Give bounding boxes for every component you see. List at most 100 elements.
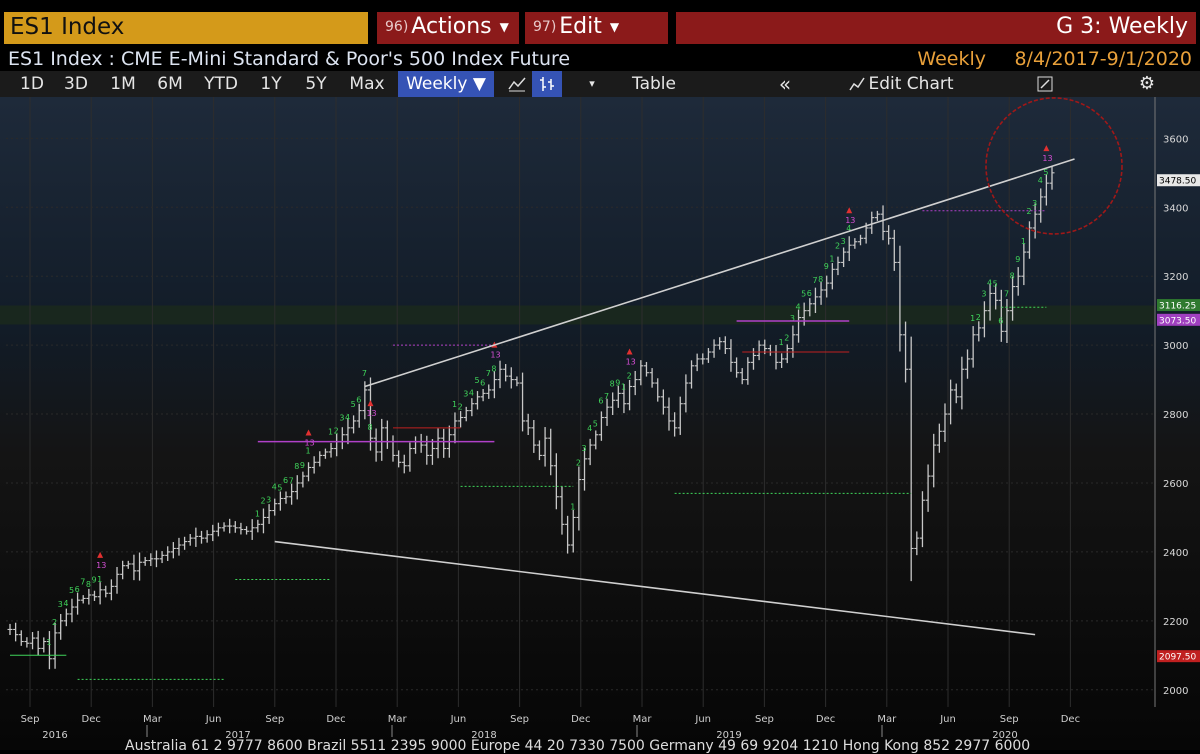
td-setup-count: 2 <box>1026 207 1031 216</box>
red-level-label: 2097.50 <box>1159 653 1196 663</box>
range-1d-button[interactable]: 1D <box>20 74 44 94</box>
td-setup-count: 3 <box>463 390 468 399</box>
sell-arrow-icon <box>846 207 853 214</box>
y-tick-label: 2000 <box>1163 686 1188 697</box>
td-setup-count: 1 <box>306 446 311 455</box>
td-setup-count: 4 <box>63 599 68 608</box>
td-setup-count: 9 <box>300 461 305 470</box>
date-range[interactable]: 8/4/2017-9/1/2020 <box>1014 48 1192 70</box>
td-setup-count: 6 <box>75 585 80 594</box>
security-header: ES1 Index : CME E-Mini Standard & Poor's… <box>0 46 1200 70</box>
chart-background <box>0 97 1200 750</box>
sell-arrow-icon <box>1043 145 1050 152</box>
td-setup-count: 7 <box>362 369 367 378</box>
range-ytd-button[interactable]: YTD <box>204 74 238 94</box>
td-countdown-count: 13 <box>490 351 500 360</box>
td-countdown-count: 13 <box>845 216 855 225</box>
range-6m-button[interactable]: 6M <box>157 74 183 94</box>
x-tick-label: Dec <box>571 714 590 725</box>
td-setup-count: 1 <box>46 638 51 647</box>
chart-type-chevron-down-icon[interactable]: ▾ <box>589 77 595 90</box>
sell-arrow-icon <box>626 348 633 355</box>
x-tick-label: Sep <box>755 714 774 725</box>
title-bar: ES1 Index 96) Actions ▼ 97) Edit ▼ G 3: Week… <box>0 0 1200 44</box>
edit-chart-button[interactable]: Edit Chart <box>868 74 954 94</box>
actions-menu-button[interactable]: 96) Actions ▼ <box>377 12 519 44</box>
footer-contact-ticker: Australia 61 2 9777 8600 Brazil 5511 239… <box>125 738 1031 754</box>
x-tick-label: Jun <box>694 714 711 725</box>
td-setup-count: 5 <box>993 279 998 288</box>
range-max-button[interactable]: Max <box>349 74 385 94</box>
td-setup-count: 4 <box>846 224 851 233</box>
edit-chart-icon <box>842 71 872 97</box>
td-setup-count: 4 <box>469 389 474 398</box>
line-chart-icon[interactable] <box>502 71 532 97</box>
y-tick-label: 3000 <box>1163 341 1188 352</box>
highlight-circle <box>985 97 1123 235</box>
frequency-dropdown[interactable]: Weekly ▼ <box>398 71 494 97</box>
sell-arrow-icon <box>367 400 374 407</box>
range-3d-button[interactable]: 3D <box>64 74 88 94</box>
range-5y-button[interactable]: 5Y <box>305 74 327 94</box>
range-1y-button[interactable]: 1Y <box>260 74 282 94</box>
td-setup-count: 2 <box>627 371 632 380</box>
security-title: ES1 Index : CME E-Mini Standard & Poor's… <box>8 48 571 70</box>
td-setup-count: 6 <box>283 476 288 485</box>
y-tick-label: 2400 <box>1163 548 1188 559</box>
period-label: Weekly <box>917 48 986 70</box>
function-title: G 3: Weekly <box>676 12 1196 44</box>
edit-menu-button[interactable]: 97) Edit ▼ <box>525 12 668 44</box>
td-setup-count: 2 <box>260 496 265 505</box>
td-setup-count: 9 <box>615 378 620 387</box>
x-year-label: 2020 <box>992 730 1017 741</box>
td-setup-count: 5 <box>277 483 282 492</box>
upper-trendline <box>364 158 1075 388</box>
table-button[interactable]: Table <box>632 74 676 94</box>
x-tick-label: Dec <box>82 714 101 725</box>
chevron-down-icon: ▼ <box>609 20 620 34</box>
x-tick-label: Sep <box>510 714 529 725</box>
sell-arrow-icon <box>305 429 312 436</box>
gear-icon[interactable]: ⚙ <box>1138 73 1156 94</box>
edit-shortcut: 97) <box>533 19 557 35</box>
td-setup-count: 8 <box>86 580 91 589</box>
x-tick-label: Mar <box>633 714 653 725</box>
x-tick-label: Sep <box>21 714 40 725</box>
price-chart[interactable]: Sep Dec Mar Jun Sep Dec Mar Jun Sep Dec Mar Jun Sep D… <box>0 97 1200 750</box>
y-tick-label: 3200 <box>1163 272 1188 283</box>
td-countdown-count: 13 <box>366 409 376 418</box>
x-tick-label: Dec <box>1061 714 1080 725</box>
td-countdown-count: 13 <box>1042 154 1052 163</box>
td-setup-count: 2 <box>976 313 981 322</box>
ticker-label: ES1 Index <box>10 14 125 40</box>
range-1m-button[interactable]: 1M <box>110 74 136 94</box>
actions-shortcut: 96) <box>385 19 409 35</box>
td-setup-count: 2 <box>334 427 339 436</box>
td-setup-count: 7 <box>289 477 294 486</box>
td-setup-count: 3 <box>266 496 271 505</box>
td-setup-count: 1 <box>1021 237 1026 246</box>
bar-chart-icon[interactable] <box>532 71 562 97</box>
td-setup-count: 8 <box>818 275 823 284</box>
td-setup-count: 3 <box>841 237 846 246</box>
x-tick-label: Mar <box>388 714 408 725</box>
td-setup-count: 2 <box>835 241 840 250</box>
td-setup-count: 4 <box>796 303 801 312</box>
magenta-level-label: 3073.50 <box>1159 316 1196 326</box>
edit-label: Edit <box>559 14 602 39</box>
x-year-label: 2017 <box>225 730 250 741</box>
td-setup-count: 1 <box>779 338 784 347</box>
y-tick-label: 2600 <box>1163 479 1188 490</box>
ticker-field[interactable]: ES1 Index <box>4 12 368 44</box>
td-setup-count: 8 <box>294 462 299 471</box>
td-setup-count: 8 <box>367 423 372 432</box>
td-setup-count: 4 <box>345 413 350 422</box>
td-setup-count: 7 <box>1004 290 1009 299</box>
function-label: G 3: Weekly <box>1056 14 1188 39</box>
actions-label: Actions <box>411 14 492 39</box>
chart-area[interactable]: Sep Dec Mar Jun Sep Dec Mar Jun Sep Dec Mar Jun Sep D… <box>0 97 1200 750</box>
td-setup-count: 2 <box>458 403 463 412</box>
annotate-icon[interactable] <box>1032 71 1058 97</box>
td-setup-count: 8 <box>491 365 496 374</box>
collapse-left-icon[interactable]: « <box>778 72 792 96</box>
